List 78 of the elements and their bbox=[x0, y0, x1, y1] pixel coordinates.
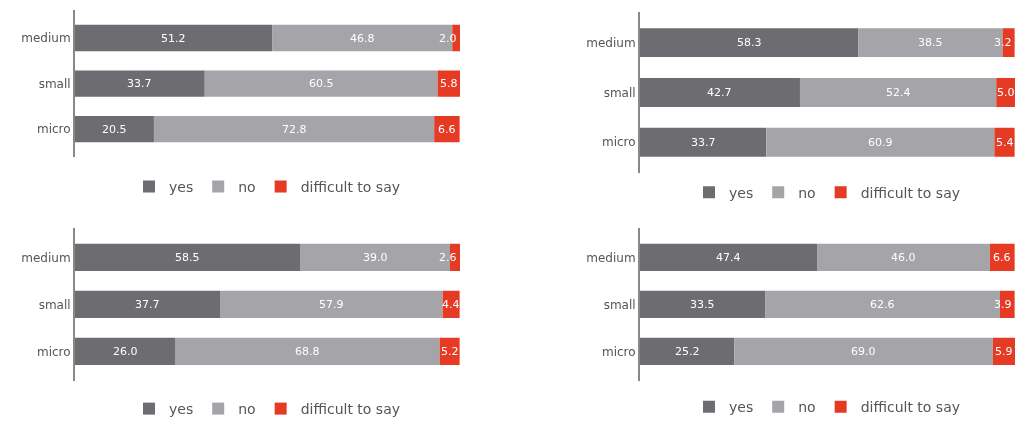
data-label: 52.4 bbox=[886, 86, 911, 99]
bar bbox=[75, 70, 205, 97]
bar bbox=[640, 28, 859, 58]
bar bbox=[75, 243, 300, 271]
bar bbox=[640, 337, 735, 366]
y-tick-label: micro bbox=[601, 135, 636, 150]
legend-label: yes bbox=[729, 184, 754, 201]
data-label: 33.5 bbox=[690, 298, 715, 311]
data-label: 60.9 bbox=[868, 136, 893, 149]
y-tick-label: micro bbox=[36, 122, 71, 137]
bar bbox=[75, 290, 220, 319]
data-label: 69.0 bbox=[851, 345, 876, 358]
bar bbox=[640, 78, 800, 107]
legend-label: yes bbox=[169, 401, 194, 418]
bar bbox=[75, 24, 273, 52]
y-tick-label: medium bbox=[586, 35, 636, 50]
legend-label: no bbox=[798, 184, 816, 201]
data-label: 60.5 bbox=[309, 77, 334, 90]
data-label: 39.0 bbox=[363, 251, 388, 264]
data-label: 5.8 bbox=[440, 77, 458, 90]
data-label: 58.5 bbox=[175, 251, 200, 264]
data-label: 46.0 bbox=[891, 251, 916, 264]
data-label: 3.2 bbox=[994, 36, 1012, 49]
data-label: 38.5 bbox=[918, 36, 943, 49]
bar bbox=[766, 127, 995, 157]
data-label: 57.9 bbox=[319, 298, 344, 311]
bar bbox=[640, 243, 818, 271]
data-label: 5.4 bbox=[996, 136, 1014, 149]
bar bbox=[153, 115, 435, 143]
y-tick-label: micro bbox=[36, 344, 71, 359]
bar bbox=[204, 70, 438, 97]
bar bbox=[220, 290, 443, 319]
data-label: 4.4 bbox=[442, 298, 460, 311]
data-label: 37.7 bbox=[135, 298, 160, 311]
data-label: 72.8 bbox=[282, 123, 307, 136]
data-label: 5.0 bbox=[997, 86, 1015, 99]
bar bbox=[994, 127, 1015, 157]
bar bbox=[75, 115, 154, 143]
legend-label: difficult to say bbox=[860, 184, 961, 201]
data-label: 58.3 bbox=[737, 36, 762, 49]
bar bbox=[799, 78, 997, 107]
data-label: 62.6 bbox=[870, 298, 895, 311]
legend-label: no bbox=[238, 401, 256, 418]
data-label: 6.6 bbox=[438, 123, 456, 136]
y-tick-label: medium bbox=[21, 31, 71, 46]
y-tick-label: small bbox=[603, 297, 636, 312]
bar bbox=[640, 127, 767, 157]
data-label: 6.6 bbox=[993, 251, 1011, 264]
legend-label: no bbox=[798, 399, 816, 416]
legend-label: difficult to say bbox=[300, 178, 401, 195]
y-tick-label: medium bbox=[586, 250, 636, 265]
bar bbox=[75, 337, 175, 366]
legend-label: no bbox=[238, 178, 256, 195]
legend-label: yes bbox=[729, 399, 754, 416]
data-label: 5.9 bbox=[995, 345, 1013, 358]
y-tick-label: medium bbox=[21, 250, 71, 265]
bar bbox=[640, 290, 766, 319]
legend-label: difficult to say bbox=[300, 401, 401, 418]
data-label: 68.8 bbox=[295, 345, 320, 358]
y-tick-label: small bbox=[38, 297, 71, 312]
y-tick-label: small bbox=[38, 76, 71, 91]
bar bbox=[817, 243, 990, 271]
data-label: 20.5 bbox=[102, 123, 127, 136]
data-label: 33.7 bbox=[127, 77, 152, 90]
data-label: 25.2 bbox=[675, 345, 700, 358]
data-label: 5.2 bbox=[441, 345, 459, 358]
data-label: 26.0 bbox=[113, 345, 138, 358]
data-label: 47.4 bbox=[716, 251, 741, 264]
legend-label: difficult to say bbox=[860, 399, 961, 416]
y-tick-label: small bbox=[603, 85, 636, 100]
y-tick-label: micro bbox=[601, 344, 636, 359]
data-label: 33.7 bbox=[691, 136, 716, 149]
legend-label: yes bbox=[169, 178, 194, 195]
data-label: 51.2 bbox=[161, 32, 186, 45]
bar bbox=[734, 337, 993, 366]
bar bbox=[175, 337, 440, 366]
data-label: 42.7 bbox=[707, 86, 732, 99]
data-label: 46.8 bbox=[350, 32, 375, 45]
